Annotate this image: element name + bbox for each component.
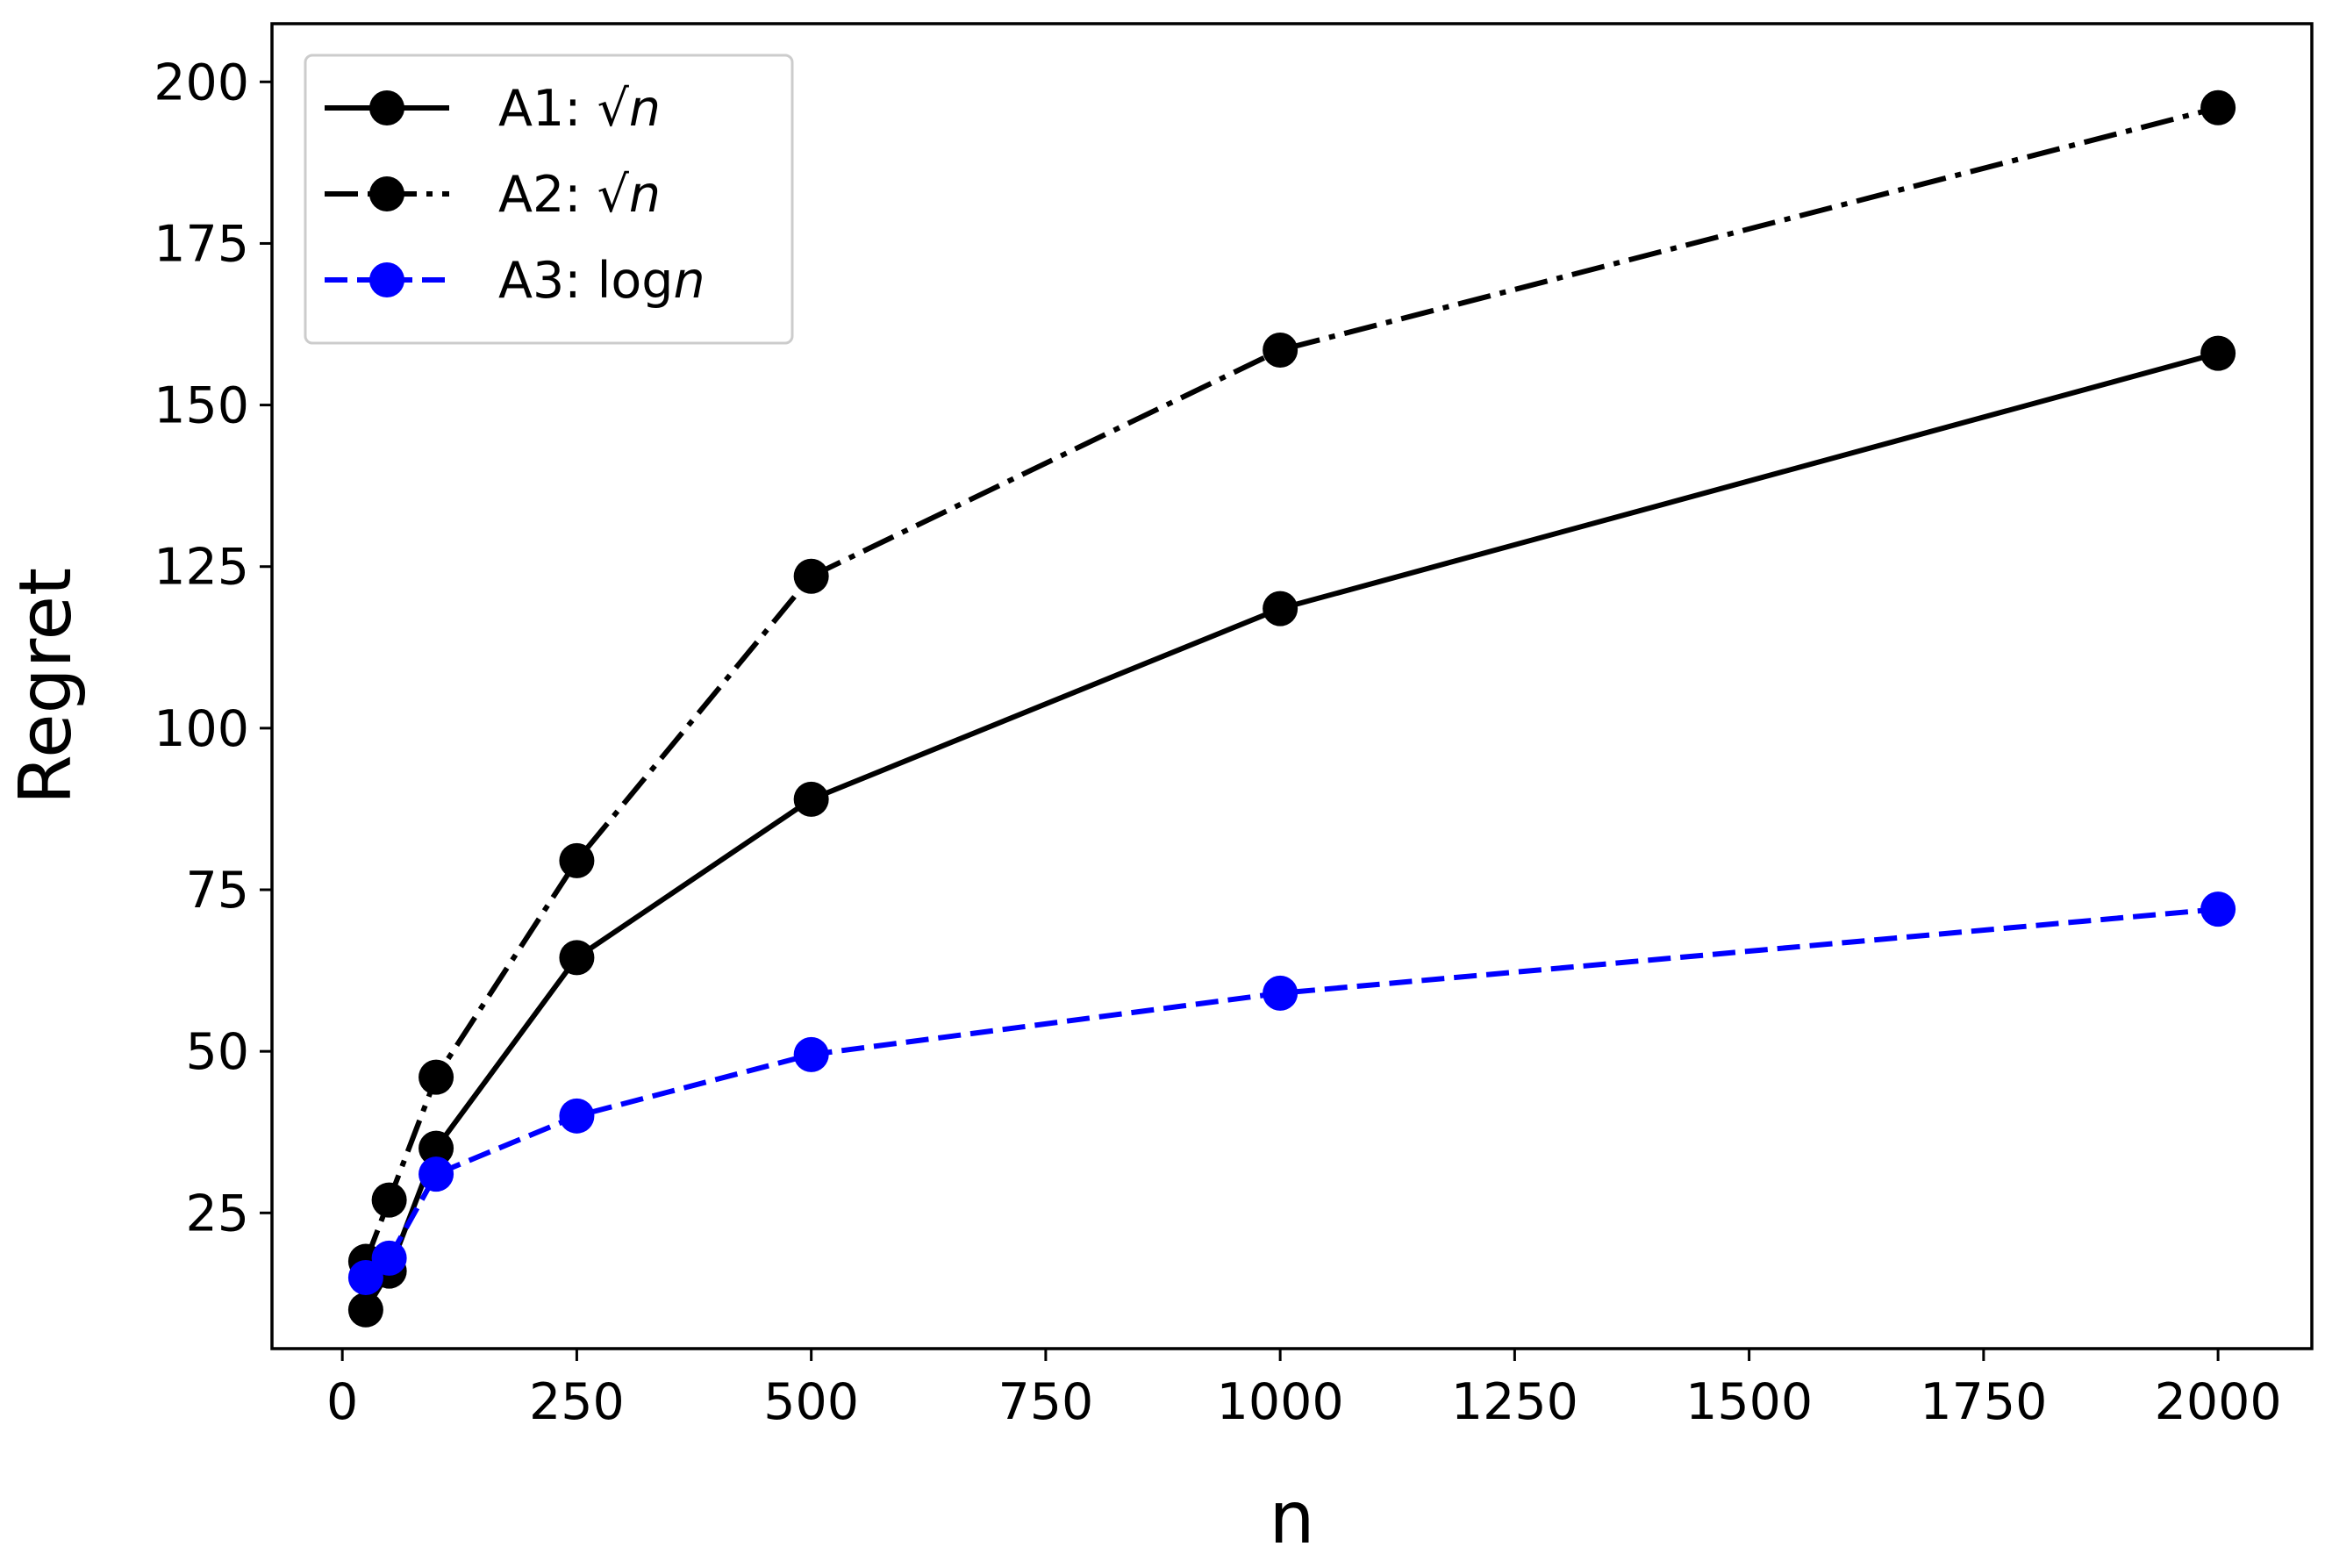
x-tick-label: 0 (326, 1373, 358, 1431)
legend-label: A1: √n (498, 80, 661, 138)
y-tick-label: 75 (185, 862, 249, 920)
y-tick-label: 50 (185, 1023, 249, 1081)
y-tick-label: 25 (185, 1185, 249, 1242)
y-axis: 25 50 75 100 125 150 175 200 (154, 54, 272, 1242)
x-tick-label: 750 (998, 1373, 1093, 1431)
data-point (347, 1292, 383, 1328)
x-tick-label: 500 (763, 1373, 859, 1431)
legend-box (304, 54, 794, 345)
plot-frame (270, 22, 2314, 1350)
x-tick-label: 1750 (1920, 1373, 2047, 1431)
data-point (793, 1036, 829, 1072)
x-tick-label: 2000 (2155, 1373, 2282, 1431)
legend-marker (369, 262, 404, 297)
data-point (559, 842, 595, 878)
x-tick-label: 1500 (1685, 1373, 1813, 1431)
data-point (559, 1098, 595, 1134)
legend-marker (369, 90, 404, 125)
x-tick-label: 250 (529, 1373, 625, 1431)
series-line-3 (363, 906, 2219, 1280)
series-layer (347, 89, 2236, 1328)
data-point (418, 1130, 454, 1166)
data-point (1263, 332, 1298, 368)
data-point (418, 1059, 454, 1095)
data-point (2200, 891, 2236, 927)
legend-label: A3: logn (498, 252, 705, 310)
y-tick-label: 150 (154, 377, 249, 435)
data-point (371, 1182, 407, 1218)
y-tick-label: 175 (154, 215, 249, 273)
legend-label: A2: √n (498, 166, 661, 224)
data-point (347, 1259, 383, 1295)
data-point (559, 940, 595, 976)
x-tick-label: 1250 (1451, 1373, 1578, 1431)
x-axis: 0 250 500 750 1000 1250 1500 1750 2000 (326, 1349, 2282, 1431)
y-tick-label: 100 (154, 700, 249, 758)
data-point (793, 781, 829, 817)
legend: A1: √n A2: √n A3: logn (304, 54, 794, 345)
y-tick-label: 125 (154, 539, 249, 597)
data-point (2200, 89, 2236, 125)
x-axis-label: n (1270, 1477, 1315, 1560)
data-point (1263, 975, 1298, 1011)
data-point (793, 558, 829, 594)
series-line-1 (363, 350, 2219, 1312)
legend-marker (369, 176, 404, 211)
data-point (1263, 591, 1298, 626)
data-point (2200, 335, 2236, 371)
y-tick-label: 200 (154, 54, 249, 111)
y-axis-label: Regret (4, 568, 88, 805)
data-point (371, 1240, 407, 1276)
x-tick-label: 1000 (1217, 1373, 1344, 1431)
data-point (418, 1156, 454, 1192)
